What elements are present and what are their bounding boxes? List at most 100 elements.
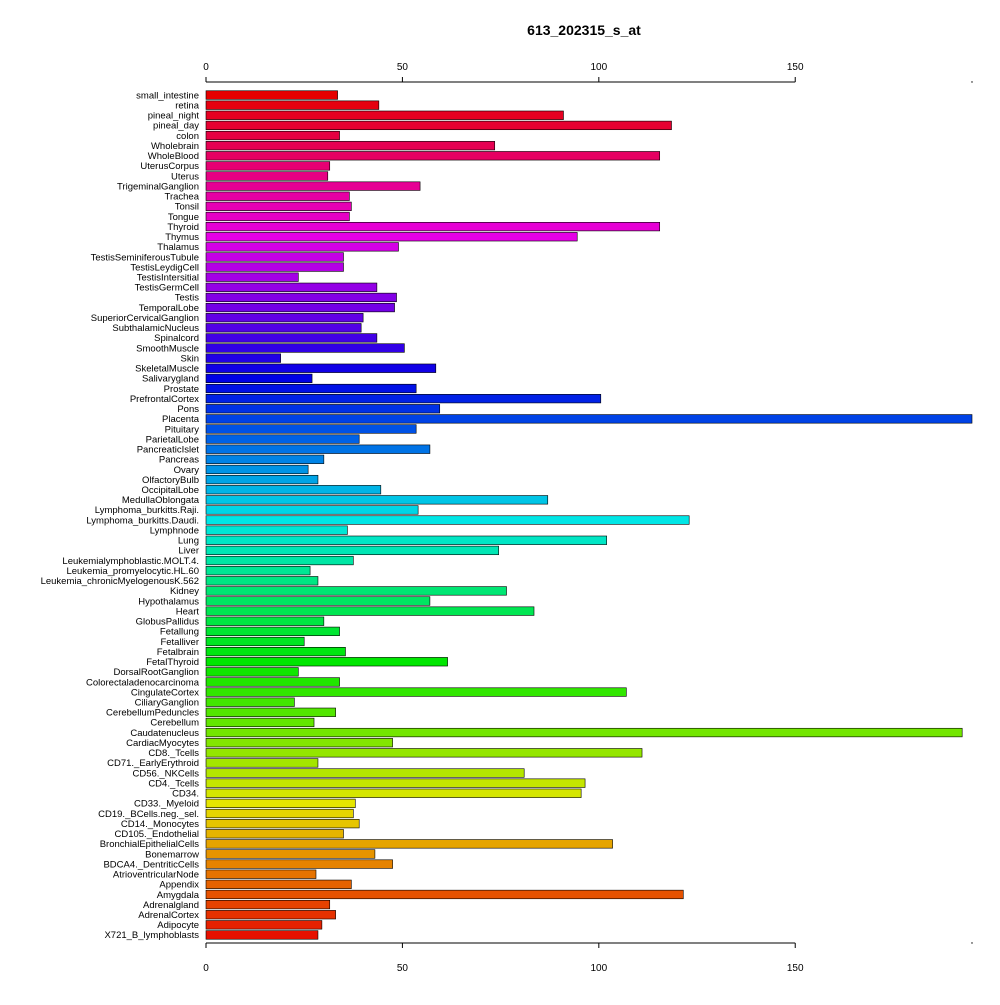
bar xyxy=(205,282,378,292)
category-label: Bonemarrow xyxy=(145,849,199,860)
category-label: CingulateCortex xyxy=(131,687,199,698)
bar xyxy=(205,576,319,586)
category-label: CD56._NKCells xyxy=(132,768,199,779)
bar xyxy=(205,727,963,738)
bar xyxy=(205,424,417,434)
category-label: PrefrontalCortex xyxy=(130,394,199,405)
bar xyxy=(205,110,564,120)
category-label: Placenta xyxy=(162,414,200,425)
bar xyxy=(205,151,661,161)
bar xyxy=(205,566,311,576)
bar xyxy=(205,717,315,728)
category-label: DorsalRootGanglion xyxy=(113,667,199,678)
category-label: TrigeminalGanglion xyxy=(117,181,199,192)
bar xyxy=(205,454,325,464)
x-tick-label-bottom: 150 xyxy=(787,963,804,974)
bar xyxy=(205,262,344,272)
category-label: BronchialEpithelialCells xyxy=(100,839,200,850)
bar xyxy=(205,171,329,181)
category-label: CiliaryGanglion xyxy=(135,698,199,709)
category-label: Spinalcord xyxy=(154,333,199,344)
category-label: Fetalbrain xyxy=(157,647,199,658)
bar xyxy=(205,222,661,232)
category-label: CD14._Monocytes xyxy=(121,819,199,830)
bar xyxy=(205,535,607,545)
category-label: Hypothalamus xyxy=(138,596,199,607)
category-label: X721_B_lymphoblasts xyxy=(104,930,199,941)
bar xyxy=(205,697,295,707)
category-label: colon xyxy=(176,131,199,142)
category-label: Lymphoma_burkitts.Daudi. xyxy=(86,515,199,526)
bar xyxy=(205,464,309,475)
bar xyxy=(205,141,496,151)
category-label: WholeBlood xyxy=(148,151,199,162)
category-label: CD19._BCells.neg._sel. xyxy=(98,809,199,820)
bar xyxy=(205,474,319,485)
x-tick-label-bottom: 100 xyxy=(590,963,607,974)
category-label: Wholebrain xyxy=(151,141,199,152)
bar xyxy=(205,758,319,768)
category-label: Amygdala xyxy=(157,890,200,901)
category-label: Pons xyxy=(177,404,199,415)
bars xyxy=(205,90,973,940)
category-label: Testis xyxy=(175,293,200,304)
bar xyxy=(205,738,393,748)
category-label: GlobusPallidus xyxy=(136,617,200,628)
x-tick-label-top: 0 xyxy=(203,62,209,73)
category-label: Caudatenucleus xyxy=(130,728,199,739)
bar xyxy=(205,120,672,131)
bar xyxy=(205,232,578,242)
bar xyxy=(205,910,336,920)
bar xyxy=(205,505,419,515)
bar xyxy=(205,302,395,313)
category-label: Leukemia_chronicMyelogenousK.562 xyxy=(41,576,199,587)
bar xyxy=(205,687,627,697)
category-label: Liver xyxy=(178,546,199,557)
category-label: TestisLeydigCell xyxy=(130,262,199,273)
bar xyxy=(205,525,348,535)
axis-end-marker-top xyxy=(971,81,973,83)
category-label: CardiacMyocytes xyxy=(126,738,199,749)
category-label: UterusCorpus xyxy=(140,161,199,172)
category-label: SmoothMuscle xyxy=(136,343,199,354)
bar xyxy=(205,394,602,404)
category-label: Ovary xyxy=(174,465,200,476)
category-labels: small_intestineretinapineal_nightpineal_… xyxy=(41,90,200,941)
category-label: Tonsil xyxy=(175,202,199,213)
category-label: OlfactoryBulb xyxy=(142,475,199,486)
category-label: Thymus xyxy=(165,232,199,243)
bar xyxy=(205,869,317,879)
category-label: AdrenalCortex xyxy=(138,910,199,921)
bar xyxy=(205,748,643,758)
category-label: CD4._Tcells xyxy=(148,778,199,789)
bar xyxy=(205,778,586,788)
bar xyxy=(205,242,399,252)
bar xyxy=(205,808,354,819)
category-label: pineal_day xyxy=(153,121,199,132)
bar xyxy=(205,333,378,343)
bar xyxy=(205,130,340,141)
category-label: TestisSeminiferousTubule xyxy=(91,252,199,263)
bar xyxy=(205,323,362,333)
category-label: Kidney xyxy=(170,586,199,597)
category-label: Fetalliver xyxy=(160,637,199,648)
bar xyxy=(205,859,393,869)
bar xyxy=(205,292,397,303)
category-label: FetalThyroid xyxy=(146,657,199,668)
category-label: Heart xyxy=(176,606,200,617)
bar xyxy=(205,667,299,677)
category-label: Lung xyxy=(178,536,199,547)
bar xyxy=(205,495,549,505)
category-label: CD71._EarlyErythroid xyxy=(107,758,199,769)
bar xyxy=(205,788,582,798)
bar xyxy=(205,707,336,717)
bar xyxy=(205,586,507,596)
bar xyxy=(205,545,499,556)
bar xyxy=(205,201,352,211)
bar xyxy=(205,191,350,201)
bar xyxy=(205,343,405,353)
bar xyxy=(205,515,690,525)
bar xyxy=(205,211,350,222)
bar xyxy=(205,596,431,606)
